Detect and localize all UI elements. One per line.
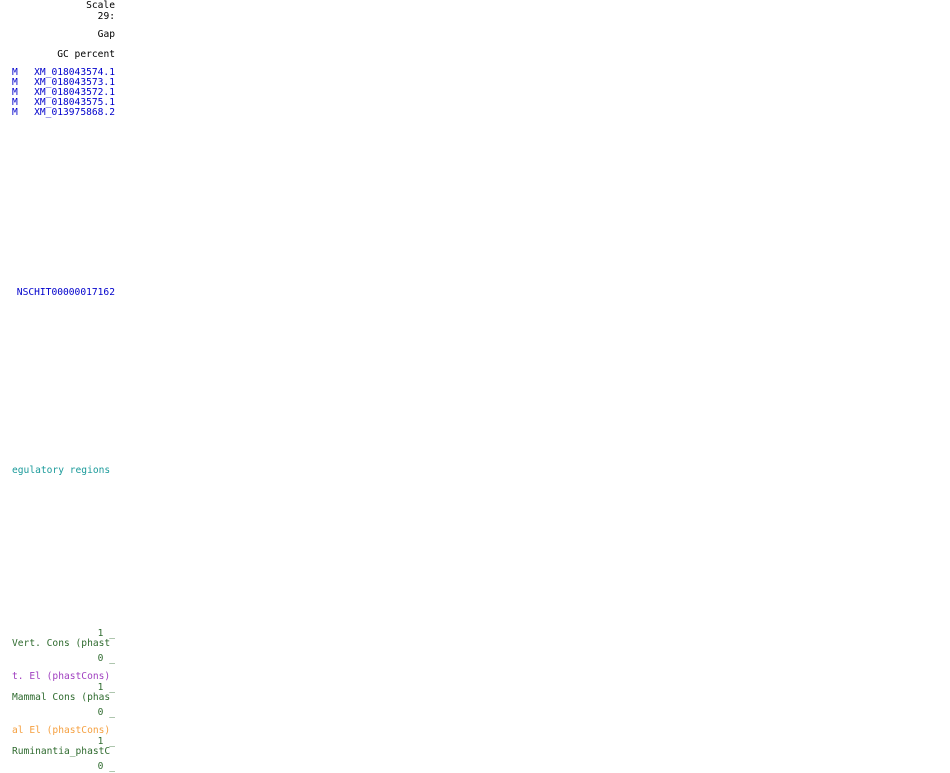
track-label-gc-percent[interactable]: GC percent [57,49,115,60]
gene-name[interactable]: XM_013975868.2 [34,107,115,118]
ensembl-gene-item[interactable]: NSCHIT00000017162 [16,287,115,298]
gene-prefix: M [12,107,18,118]
gene-name[interactable]: XM_018043575.1 [34,97,115,108]
gene-name[interactable]: XM_018043572.1 [34,87,115,98]
track-label-regulatory[interactable]: egulatory regions [12,465,111,476]
track-label-ruminantia-cons[interactable]: Ruminantia_phastC [12,746,111,757]
ruler-scale-label[interactable]: Scale [86,0,115,11]
track-label-mammal-cons[interactable]: Mammal Cons (phas [12,692,111,703]
track-labels-column: Scale 29: Gap GC percent M XM_018043574.1… [12,0,115,773]
vert-cons-max: 1 _ [97,628,115,639]
track-label-gap[interactable]: Gap [97,29,115,40]
ruminantia-cons-min: 0 _ [97,761,115,772]
track-label-mammal-el[interactable]: al El (phastCons) [12,725,111,736]
mammal-cons-max: 1 _ [97,682,115,693]
ruminantia-cons-max: 1 _ [97,736,115,747]
vert-cons-min: 0 _ [97,653,115,664]
gene-prefix: M [12,87,18,98]
gene-prefix: M [12,77,18,88]
gene-prefix: M [12,67,18,78]
gene-name[interactable]: XM_018043573.1 [34,77,115,88]
track-label-vert-cons[interactable]: Vert. Cons (phast [12,638,111,649]
track-label-vert-el[interactable]: t. El (phastCons) [12,671,111,682]
mammal-cons-min: 0 _ [97,707,115,718]
ruler-chrom-label[interactable]: 29: [97,11,115,22]
gene-name[interactable]: XM_018043574.1 [34,67,115,78]
gene-prefix: M [12,97,18,108]
